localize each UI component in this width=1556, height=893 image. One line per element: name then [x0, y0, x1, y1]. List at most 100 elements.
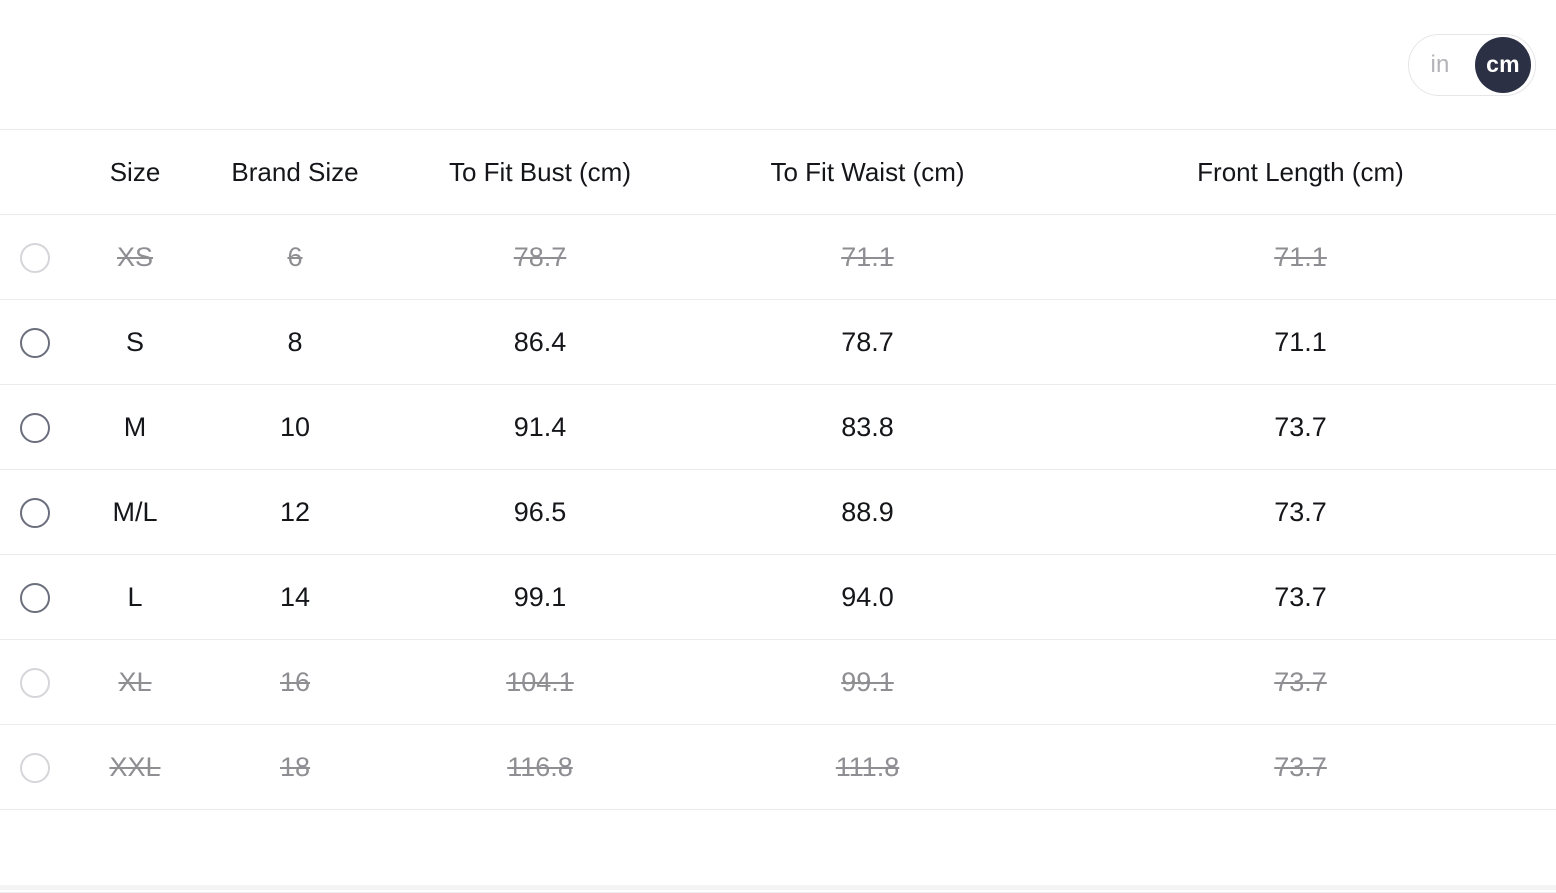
cell-to-fit-waist: 99.1 [690, 639, 1045, 725]
cell-size-text: L [127, 581, 143, 612]
cell-to-fit-waist-text: 83.8 [841, 411, 894, 442]
header-to-fit-waist: To Fit Waist (cm) [690, 130, 1045, 215]
radio-button-icon [20, 752, 50, 783]
cell-brand-size: 18 [200, 724, 390, 810]
table-row[interactable]: M/L 12 96.5 88.9 73.7 [0, 469, 1556, 555]
cell-to-fit-bust-text: 104.1 [506, 666, 574, 697]
cell-size-text: XS [116, 241, 154, 272]
cell-front-length-text: 73.7 [1274, 581, 1327, 612]
cell-size-text: M [123, 411, 147, 442]
cell-to-fit-bust-text: 91.4 [513, 411, 567, 442]
cell-to-fit-bust: 104.1 [390, 639, 690, 725]
cell-front-length-text: 73.7 [1274, 751, 1327, 782]
cell-to-fit-waist-text: 99.1 [841, 666, 894, 697]
header-select [0, 130, 70, 215]
unit-option-centimeters[interactable]: cm [1475, 36, 1531, 93]
cell-size-text: M/L [112, 496, 158, 527]
cell-brand-size-text: 18 [279, 751, 311, 782]
cell-brand-size-text: 16 [279, 666, 311, 697]
table-row: XXL 18 116.8 111.8 73.7 [0, 724, 1556, 810]
cell-size: XL [70, 639, 200, 725]
unit-option-inches[interactable]: in [1430, 50, 1450, 78]
cell-to-fit-waist: 83.8 [690, 384, 1045, 470]
cell-brand-size-text: 12 [279, 496, 311, 527]
cell-front-length: 73.7 [1045, 554, 1556, 640]
cell-brand-size: 14 [200, 554, 390, 640]
cell-brand-size-text: 10 [279, 411, 311, 442]
cell-size: L [70, 554, 200, 640]
cell-to-fit-waist-text: 94.0 [841, 581, 894, 612]
cell-front-length-text: 71.1 [1274, 326, 1327, 357]
cell-to-fit-waist: 71.1 [690, 214, 1045, 300]
cell-size: XS [70, 214, 200, 300]
cell-front-length-text: 73.7 [1274, 666, 1327, 697]
cell-brand-size: 16 [200, 639, 390, 725]
table-row[interactable]: L 14 99.1 94.0 73.7 [0, 554, 1556, 640]
unit-toggle-bar: in cm [0, 0, 1556, 130]
cell-brand-size: 8 [200, 299, 390, 385]
size-select-cell [0, 639, 70, 725]
cell-front-length: 73.7 [1045, 384, 1556, 470]
cell-size-text: XL [118, 666, 152, 697]
cell-front-length: 73.7 [1045, 469, 1556, 555]
radio-button-icon[interactable] [20, 497, 50, 528]
cell-size: M [70, 384, 200, 470]
header-brand-size: Brand Size [200, 130, 390, 215]
cell-to-fit-waist-text: 78.7 [841, 326, 894, 357]
cell-front-length: 73.7 [1045, 724, 1556, 810]
cell-brand-size: 12 [200, 469, 390, 555]
cell-to-fit-waist: 111.8 [690, 724, 1045, 810]
radio-button-icon[interactable] [20, 412, 50, 443]
size-chart-table: Size Brand Size To Fit Bust (cm) To Fit … [0, 130, 1556, 810]
radio-button-icon[interactable] [20, 327, 50, 358]
table-row: XL 16 104.1 99.1 73.7 [0, 639, 1556, 725]
size-select-cell[interactable] [0, 299, 70, 385]
table-row[interactable]: S 8 86.4 78.7 71.1 [0, 299, 1556, 385]
table-row: XS 6 78.7 71.1 71.1 [0, 214, 1556, 300]
cell-to-fit-waist: 94.0 [690, 554, 1045, 640]
header-size: Size [70, 130, 200, 215]
size-select-cell [0, 724, 70, 810]
cell-to-fit-bust-text: 99.1 [513, 581, 567, 612]
cell-to-fit-bust-text: 96.5 [513, 496, 567, 527]
header-to-fit-bust: To Fit Bust (cm) [390, 130, 690, 215]
header-front-length: Front Length (cm) [1045, 130, 1556, 215]
header-row: Size Brand Size To Fit Bust (cm) To Fit … [0, 130, 1556, 215]
cell-brand-size-text: 6 [287, 241, 303, 272]
cell-size-text: XXL [109, 751, 161, 782]
unit-toggle[interactable]: in cm [1408, 33, 1536, 96]
table-row[interactable]: M 10 91.4 83.8 73.7 [0, 384, 1556, 470]
size-select-cell[interactable] [0, 384, 70, 470]
cell-to-fit-bust: 96.5 [390, 469, 690, 555]
cell-to-fit-waist-text: 88.9 [841, 496, 894, 527]
cell-to-fit-waist: 88.9 [690, 469, 1045, 555]
cell-front-length: 71.1 [1045, 214, 1556, 300]
table-footer-space [0, 810, 1556, 893]
cell-front-length-text: 73.7 [1274, 496, 1327, 527]
cell-to-fit-waist-text: 71.1 [841, 241, 894, 272]
cell-to-fit-bust: 116.8 [390, 724, 690, 810]
cell-to-fit-waist-text: 111.8 [835, 751, 900, 782]
cell-size-text: S [125, 326, 144, 357]
cell-brand-size: 6 [200, 214, 390, 300]
radio-button-icon [20, 242, 50, 273]
cell-size: XXL [70, 724, 200, 810]
cell-brand-size-text: 14 [279, 581, 311, 612]
cell-to-fit-bust: 99.1 [390, 554, 690, 640]
cell-to-fit-bust: 86.4 [390, 299, 690, 385]
table-body: XS 6 78.7 71.1 71.1 S 8 86.4 78.7 71.1 M 10 91.4 83.8… [0, 214, 1556, 810]
cell-to-fit-bust-text: 78.7 [513, 241, 567, 272]
cell-brand-size-text: 8 [287, 326, 303, 357]
size-select-cell[interactable] [0, 469, 70, 555]
cell-to-fit-bust-text: 86.4 [513, 326, 567, 357]
cell-to-fit-waist: 78.7 [690, 299, 1045, 385]
radio-button-icon[interactable] [20, 582, 50, 613]
cell-size: M/L [70, 469, 200, 555]
table-header: Size Brand Size To Fit Bust (cm) To Fit … [0, 130, 1556, 215]
size-select-cell [0, 214, 70, 300]
size-select-cell[interactable] [0, 554, 70, 640]
cell-to-fit-bust-text: 116.8 [507, 751, 573, 782]
cell-front-length-text: 71.1 [1274, 241, 1327, 272]
cell-front-length: 71.1 [1045, 299, 1556, 385]
cell-size: S [70, 299, 200, 385]
